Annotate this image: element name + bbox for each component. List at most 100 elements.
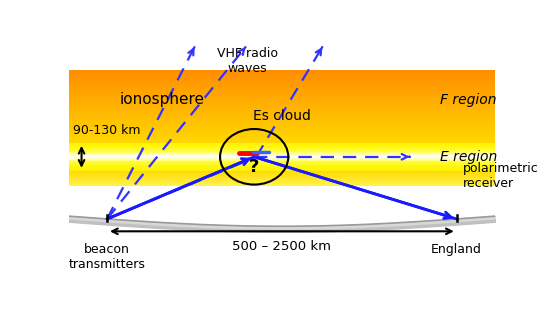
Text: E region: E region [439,150,497,164]
Bar [69,170,495,171]
Bar [69,115,495,116]
Bar [69,94,495,95]
Bar [69,103,495,104]
Bar [69,120,495,121]
Bar [69,125,495,126]
Bar [69,97,495,98]
Bar [69,91,495,92]
Bar [69,182,495,183]
Text: Es cloud: Es cloud [253,109,311,123]
Bar [69,92,495,93]
Text: beacon
transmitters: beacon transmitters [69,243,146,271]
Bar [69,80,495,81]
Bar [69,142,495,143]
Bar [69,156,495,157]
Bar [69,146,495,147]
Bar [69,102,495,103]
Bar [69,157,495,158]
Bar [69,78,495,79]
Bar [69,87,495,88]
Bar [69,164,495,165]
Bar [69,114,495,115]
Bar [69,109,495,110]
Bar [69,185,495,186]
Bar [69,130,495,131]
Bar [69,136,495,137]
Bar [69,161,495,162]
Bar [69,152,495,153]
Bar [69,177,495,178]
Bar [69,143,495,144]
Text: ?: ? [249,158,260,176]
Bar [69,176,495,177]
Bar [69,73,495,74]
Bar [69,86,495,87]
Bar [69,81,495,82]
Text: polarimetric
receiver: polarimetric receiver [463,162,539,190]
Bar [69,169,495,170]
Bar [69,159,495,160]
Bar [69,82,495,83]
Bar [69,96,495,97]
Bar [69,122,495,123]
Bar [69,138,495,139]
Bar [69,154,495,155]
Bar [69,174,495,175]
Bar [69,76,495,77]
Text: 500 – 2500 km: 500 – 2500 km [232,240,331,253]
Bar [69,149,495,150]
Bar [69,163,495,164]
Bar [69,93,495,94]
Text: 90-130 km: 90-130 km [73,124,140,137]
Bar [69,155,495,156]
Bar [69,133,495,134]
Bar [69,110,495,111]
Bar [69,112,495,113]
Bar [69,179,495,180]
Bar [69,108,495,109]
Bar [69,111,495,112]
Bar [69,180,495,181]
Bar [69,153,495,154]
Bar [69,148,495,149]
Bar [69,119,495,120]
Bar [69,140,495,141]
Bar [69,121,495,122]
Bar [69,101,495,102]
Bar [69,77,495,78]
Bar [69,104,495,105]
Bar [69,129,495,130]
Bar [69,151,495,152]
Bar [69,113,495,114]
Bar [69,175,495,176]
Bar [69,144,495,145]
Bar [69,168,495,169]
Bar [69,116,495,117]
Bar [69,139,495,140]
Text: F region: F region [439,93,496,107]
Bar [69,79,495,80]
Bar [69,72,495,73]
Bar [69,166,495,167]
Bar [69,181,495,182]
Bar [69,132,495,133]
Bar [69,184,495,185]
Bar [69,162,495,163]
Bar [69,117,495,118]
Bar [69,160,495,161]
Text: England: England [431,243,482,256]
Bar [69,83,495,84]
Bar [69,145,495,146]
Bar [69,127,495,128]
Bar [69,158,495,159]
Bar [69,128,495,129]
Bar [69,74,495,75]
Bar [69,150,495,151]
Bar [69,131,495,132]
Bar [69,183,495,184]
Bar [69,89,495,90]
Bar [69,167,495,168]
Bar [69,98,495,99]
Bar [69,90,495,91]
Bar [69,95,495,96]
